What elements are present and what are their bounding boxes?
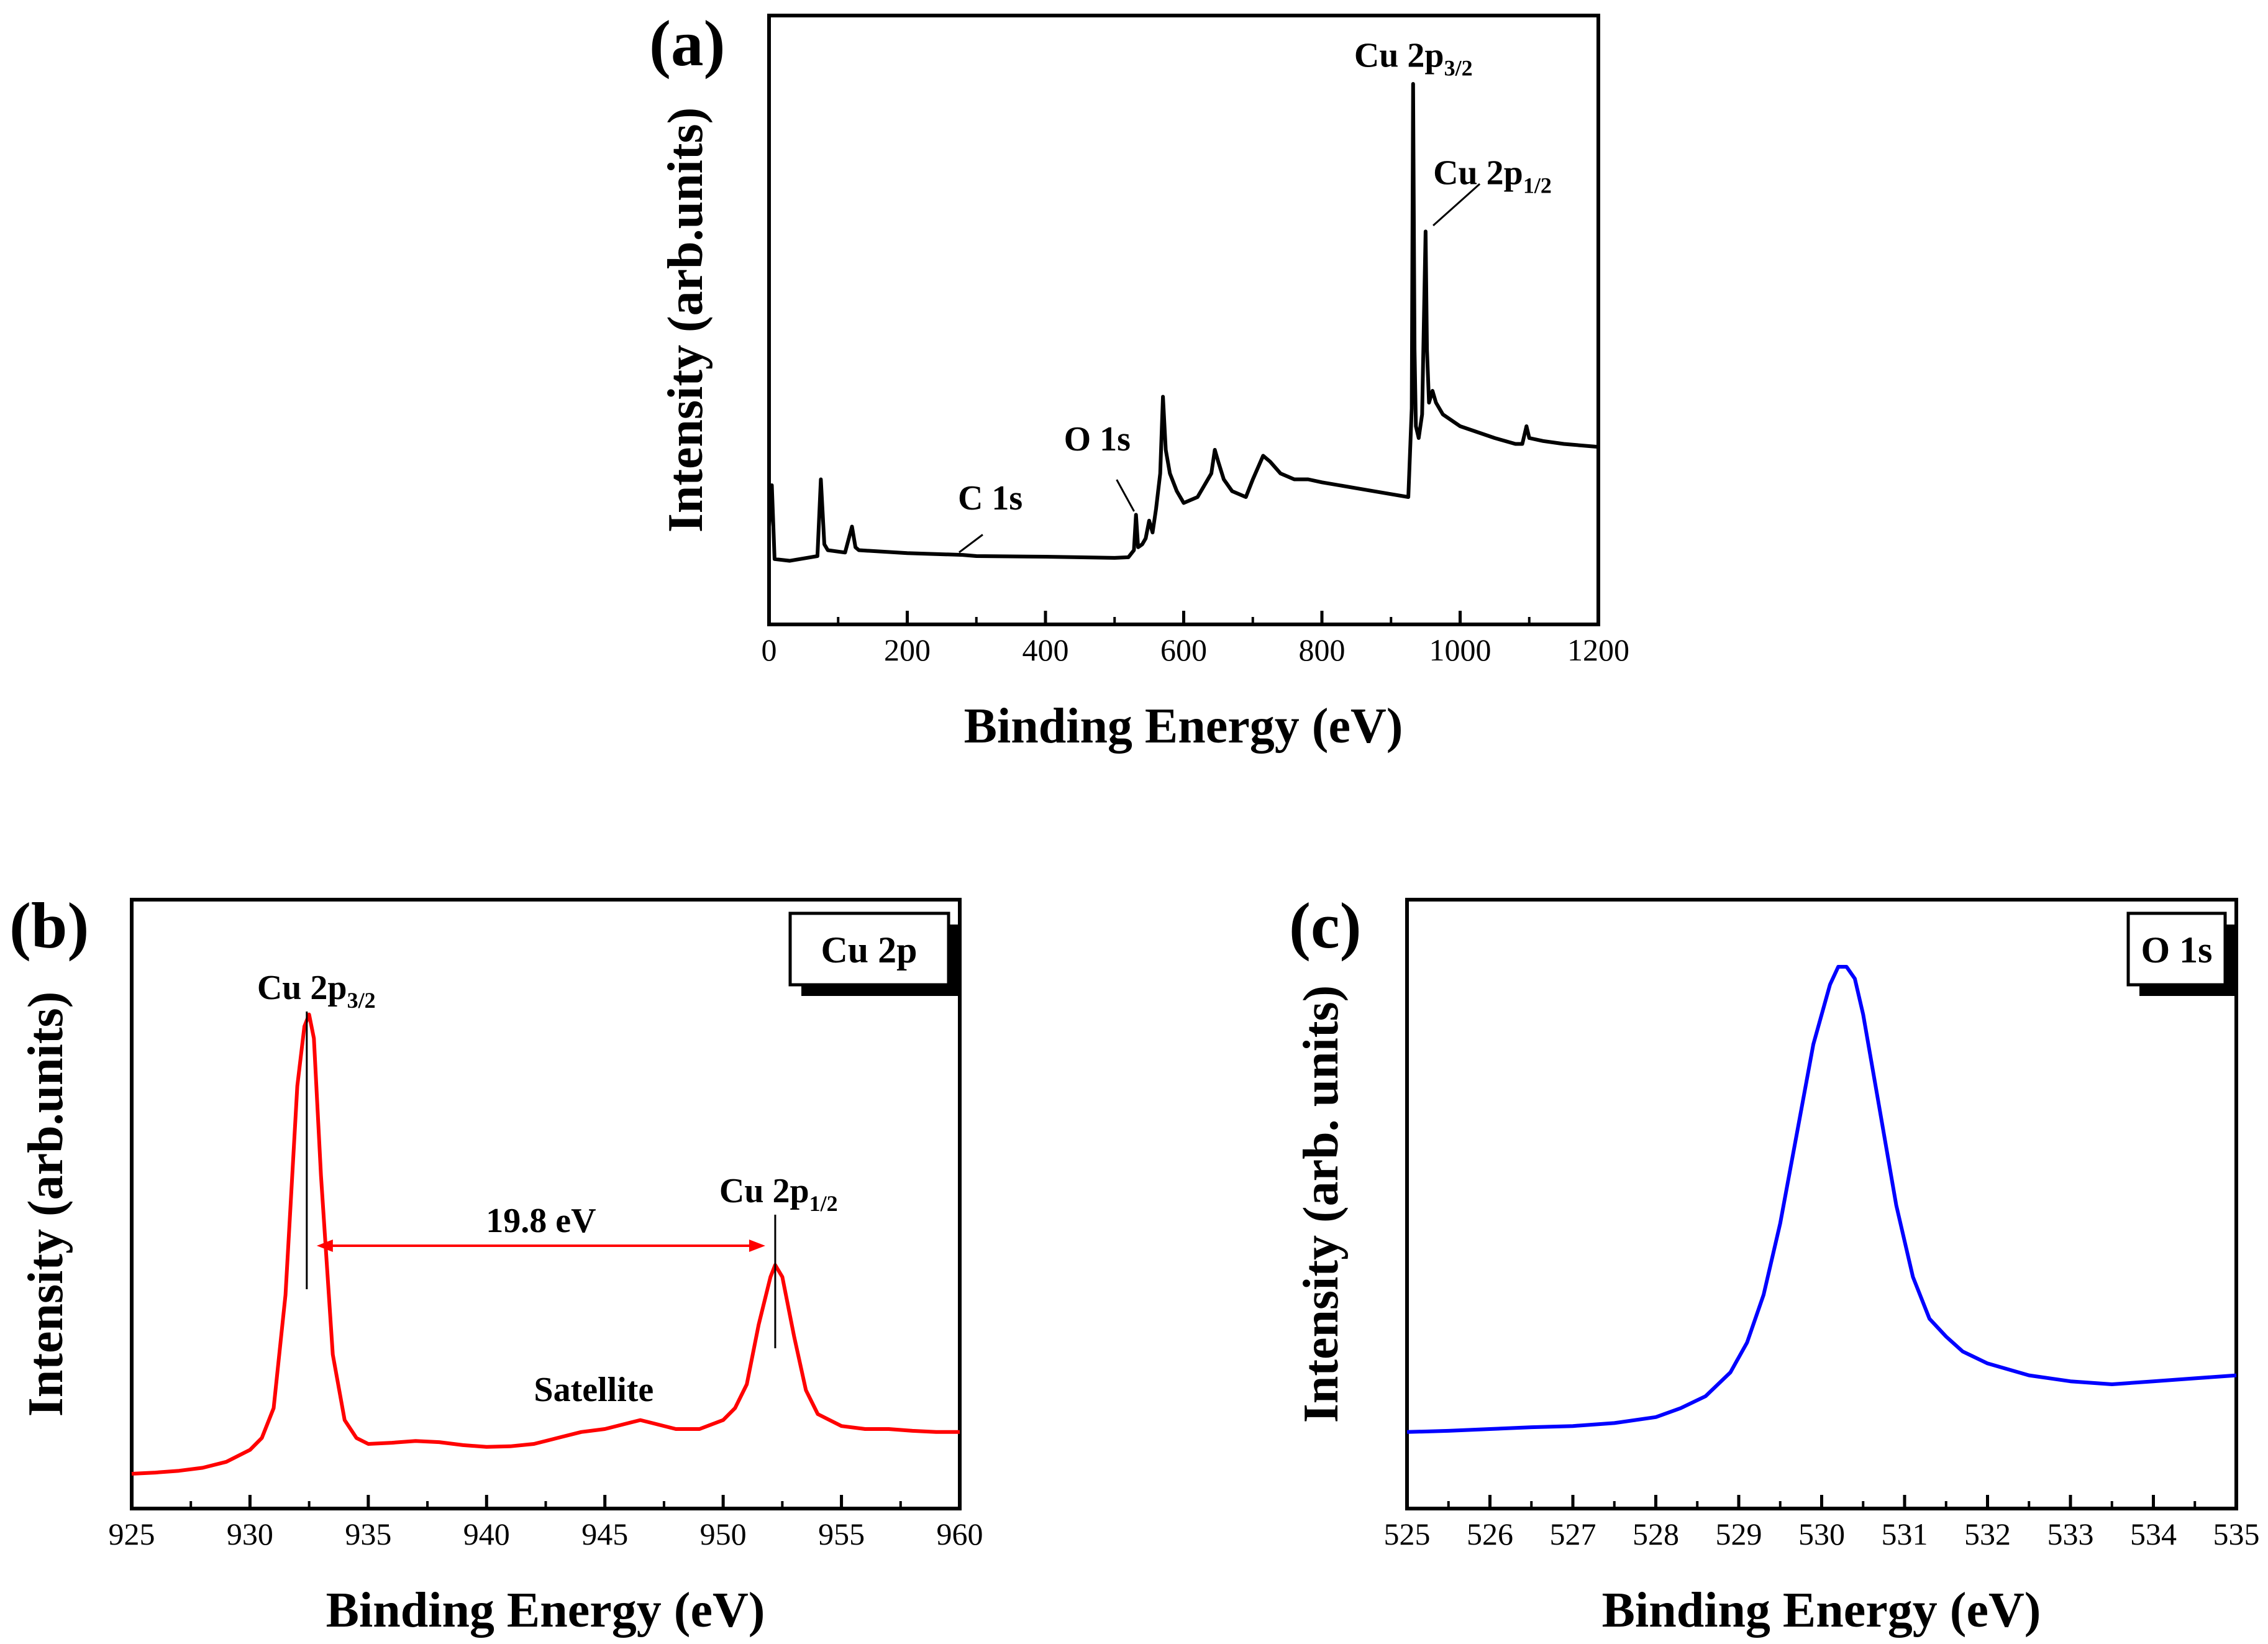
panel-c-x-ticks: 525 526 527 528 529 530 531 532 533 534 535 bbox=[1384, 1495, 2260, 1551]
x-tick-label: 527 bbox=[1550, 1517, 1596, 1551]
x-tick-label: 925 bbox=[109, 1517, 155, 1551]
panel-b-legend-box bbox=[788, 911, 950, 987]
cu2p12-leader-line bbox=[1432, 183, 1481, 227]
x-tick-label: 400 bbox=[1022, 632, 1069, 667]
separation-arrow-head-right bbox=[749, 1240, 765, 1252]
panel-a-survey-line bbox=[767, 82, 1599, 563]
x-tick-label: 535 bbox=[2213, 1517, 2260, 1551]
x-tick-label: 935 bbox=[345, 1517, 391, 1551]
panel-b-y-axis-title: Intensity (arb.units) bbox=[19, 992, 73, 1417]
panel-c-y-axis-title: Intensity (arb. units) bbox=[1294, 985, 1349, 1423]
panel-b-cu2p-line bbox=[131, 1012, 960, 1476]
cu2p32-annotation: Cu 2p3/2 bbox=[257, 969, 376, 1013]
panel-a-survey: (a) 0 200 400 600 800 1000 1200 C 1s O 1s Cu 2p3… bbox=[649, 7, 1629, 754]
x-tick-label: 530 bbox=[1798, 1517, 1845, 1551]
x-tick-label: 940 bbox=[463, 1517, 510, 1551]
panel-c-x-axis-title: Binding Energy (eV) bbox=[1602, 1583, 2041, 1638]
x-tick-label: 950 bbox=[700, 1517, 747, 1551]
panel-a-y-axis-title: Intensity (arb.units) bbox=[658, 107, 713, 533]
x-tick-label: 534 bbox=[2130, 1517, 2177, 1551]
panel-c-label: (c) bbox=[1289, 889, 1362, 962]
panel-c-frame bbox=[1405, 898, 2238, 1510]
panel-b-label: (b) bbox=[9, 889, 89, 962]
panel-c-legend-box bbox=[2126, 911, 2227, 987]
x-tick-label: 955 bbox=[818, 1517, 865, 1551]
panel-b-x-ticks: 925 930 935 940 945 950 955 960 bbox=[109, 1495, 983, 1551]
panel-a-label: (a) bbox=[649, 7, 725, 80]
x-tick-label: 532 bbox=[1964, 1517, 2011, 1551]
o1s-leader-line bbox=[1116, 479, 1135, 512]
cu2p12-annotation: Cu 2p1/2 bbox=[1433, 154, 1552, 198]
separation-arrow-head-left bbox=[316, 1240, 333, 1252]
x-tick-label: 525 bbox=[1384, 1517, 1431, 1551]
x-tick-label: 526 bbox=[1467, 1517, 1513, 1551]
cu2p12-annotation: Cu 2p1/2 bbox=[719, 1172, 838, 1216]
panel-c-o1s: (c) O 1s 525 526 527 528 529 530 531 532 533 534 5… bbox=[1289, 889, 2260, 1638]
satellite-annotation: Satellite bbox=[534, 1371, 654, 1409]
x-tick-label: 1200 bbox=[1567, 632, 1629, 667]
panel-a-annotations: C 1s O 1s Cu 2p3/2 Cu 2p1/2 bbox=[958, 37, 1552, 554]
o1s-annotation: O 1s bbox=[1064, 420, 1131, 459]
panel-b-cu2p: (b) Cu 2p 925 930 935 940 945 950 955 960 Cu 2p… bbox=[9, 889, 983, 1638]
panel-b-x-axis-title: Binding Energy (eV) bbox=[326, 1583, 765, 1638]
x-tick-label: 531 bbox=[1882, 1517, 1928, 1551]
panel-a-frame bbox=[767, 14, 1600, 626]
c1s-annotation: C 1s bbox=[958, 479, 1022, 518]
x-tick-label: 945 bbox=[581, 1517, 628, 1551]
x-tick-label: 528 bbox=[1633, 1517, 1679, 1551]
panel-c-legend-text: O 1s bbox=[2141, 929, 2212, 970]
panel-a-x-axis-title: Binding Energy (eV) bbox=[964, 699, 1403, 754]
x-tick-label: 200 bbox=[884, 632, 931, 667]
x-tick-label: 0 bbox=[762, 632, 777, 667]
x-tick-label: 1000 bbox=[1429, 632, 1492, 667]
x-tick-label: 529 bbox=[1716, 1517, 1762, 1551]
x-tick-label: 800 bbox=[1299, 632, 1346, 667]
panel-b-legend-text: Cu 2p bbox=[821, 929, 917, 970]
panel-c-o1s-line bbox=[1406, 965, 2237, 1434]
x-tick-label: 600 bbox=[1160, 632, 1207, 667]
x-tick-label: 960 bbox=[937, 1517, 983, 1551]
panel-b-annotations: Cu 2p3/2 Cu 2p1/2 19.8 eV Satellite bbox=[257, 969, 838, 1409]
cu2p32-annotation: Cu 2p3/2 bbox=[1354, 37, 1473, 81]
panel-a-x-ticks: 0 200 400 600 800 1000 1200 bbox=[762, 611, 1629, 667]
separation-label: 19.8 eV bbox=[486, 1202, 596, 1240]
x-tick-label: 930 bbox=[227, 1517, 273, 1551]
c1s-leader-line bbox=[959, 534, 983, 554]
x-tick-label: 533 bbox=[2047, 1517, 2094, 1551]
